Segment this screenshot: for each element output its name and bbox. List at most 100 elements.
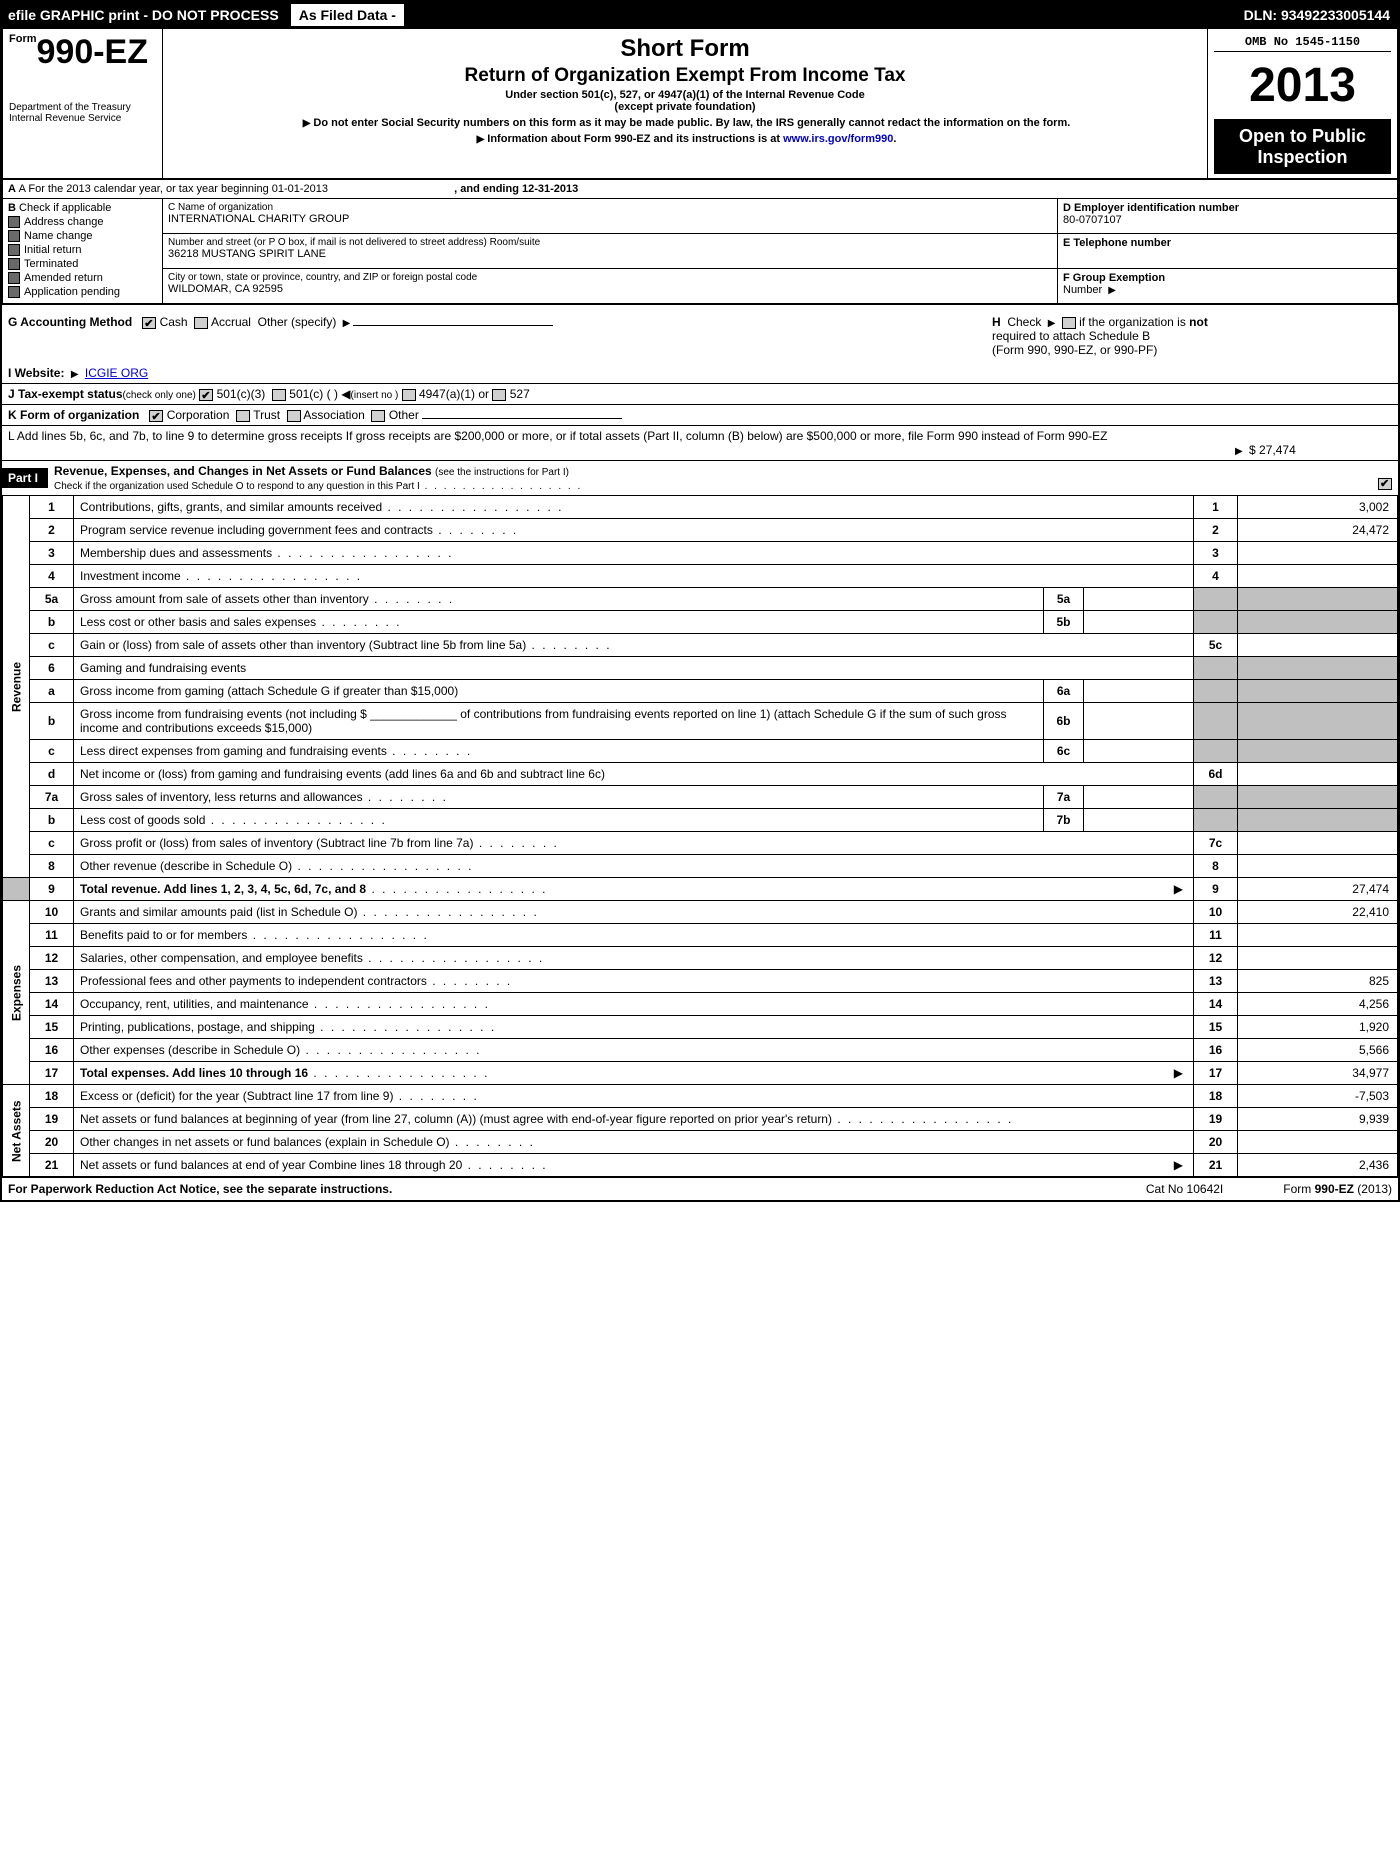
l-text: L Add lines 5b, 6c, and 7b, to line 9 to… <box>8 429 1232 457</box>
line-num: 15 <box>30 1016 74 1039</box>
l15d: Printing, publications, postage, and shi… <box>80 1020 315 1034</box>
line-num: 1 <box>30 496 74 519</box>
l16d: Other expenses (describe in Schedule O) <box>80 1043 300 1057</box>
other-label: Other (specify) <box>258 315 337 329</box>
d-label: D Employer identification number <box>1063 202 1239 214</box>
part1-title-wrap: Revenue, Expenses, and Changes in Net As… <box>48 461 1398 495</box>
line-num: 20 <box>30 1131 74 1154</box>
line-val <box>1238 947 1398 970</box>
header-table: Form990-EZ Department of the Treasury In… <box>2 28 1398 179</box>
chk-amended[interactable]: Amended return <box>8 272 157 284</box>
line-num: 18 <box>30 1085 74 1108</box>
i-label: I Website: <box>8 366 64 380</box>
line-desc: Contributions, gifts, grants, and simila… <box>74 496 1194 519</box>
line-val: 4,256 <box>1238 993 1398 1016</box>
line-num: c <box>30 634 74 657</box>
line-desc: Total revenue. Add lines 1, 2, 3, 4, 5c,… <box>74 878 1194 901</box>
omb-no: OMB No 1545-1150 <box>1214 33 1391 52</box>
chk-address[interactable]: Address change <box>8 216 157 228</box>
gray-cell <box>1194 740 1238 763</box>
footer: For Paperwork Reduction Act Notice, see … <box>2 1177 1398 1200</box>
dept-label: Department of the Treasury <box>9 102 156 113</box>
line-num: c <box>30 740 74 763</box>
sub-val <box>1084 809 1194 832</box>
gray-cell <box>1238 588 1398 611</box>
line-num: 16 <box>30 1039 74 1062</box>
title: Short Form <box>169 35 1201 63</box>
chk-527[interactable] <box>492 389 506 401</box>
l20d: Other changes in net assets or fund bala… <box>80 1135 450 1149</box>
line-rnum: 14 <box>1194 993 1238 1016</box>
footer-right: Form 990-EZ (2013) <box>1283 1182 1392 1196</box>
chk-corp[interactable] <box>149 410 163 422</box>
b-head: Check if applicable <box>19 202 111 214</box>
chk-other[interactable] <box>371 410 385 422</box>
line-desc: Benefits paid to or for members <box>74 924 1194 947</box>
line-val: 22,410 <box>1238 901 1398 924</box>
l7bd: Less cost of goods sold <box>80 813 205 827</box>
arrow-icon <box>474 133 488 145</box>
chk-trust[interactable] <box>236 410 250 422</box>
l-row: L Add lines 5b, 6c, and 7b, to line 9 to… <box>2 425 1398 460</box>
website-link[interactable]: ICGIE ORG <box>85 366 148 380</box>
l2d: Program service revenue including govern… <box>80 523 433 537</box>
l18d: Excess or (deficit) for the year (Subtra… <box>80 1089 393 1103</box>
line-num: 5a <box>30 588 74 611</box>
arrow-icon <box>340 315 354 329</box>
arrow-icon <box>1174 1066 1183 1080</box>
j-c: 4947(a)(1) or <box>419 387 489 401</box>
line-desc: Occupancy, rent, utilities, and maintena… <box>74 993 1194 1016</box>
efile-label: efile GRAPHIC print - DO NOT PROCESS <box>2 3 285 27</box>
chk-pending[interactable]: Application pending <box>8 286 157 298</box>
arrow-icon <box>1174 1158 1183 1172</box>
chk-assoc[interactable] <box>287 410 301 422</box>
chk-501c3[interactable] <box>199 389 213 401</box>
chk-4947[interactable] <box>402 389 416 401</box>
l1d: Contributions, gifts, grants, and simila… <box>80 500 382 514</box>
chk-accrual[interactable] <box>194 317 208 329</box>
g-label: G Accounting Method <box>8 315 132 329</box>
arrow-icon <box>1105 284 1119 296</box>
line-rnum: 17 <box>1194 1062 1238 1085</box>
line-num: 17 <box>30 1062 74 1085</box>
chk-terminated[interactable]: Terminated <box>8 258 157 270</box>
gray-cell <box>1238 740 1398 763</box>
fr-b: 990-EZ <box>1315 1182 1354 1196</box>
k-trust: Trust <box>253 408 280 422</box>
chk-cash[interactable] <box>142 317 156 329</box>
line-num: 2 <box>30 519 74 542</box>
line-val <box>1238 565 1398 588</box>
chk-schedo[interactable] <box>1378 478 1392 490</box>
line-rnum: 2 <box>1194 519 1238 542</box>
irs-link[interactable]: www.irs.gov/form990 <box>783 133 893 145</box>
l19d: Net assets or fund balances at beginning… <box>80 1112 832 1126</box>
line-num: 12 <box>30 947 74 970</box>
gray-cell <box>1194 611 1238 634</box>
fr-post: (2013) <box>1354 1182 1392 1196</box>
sub-val <box>1084 611 1194 634</box>
l4d: Investment income <box>80 569 181 583</box>
main-grid: Revenue 1 Contributions, gifts, grants, … <box>2 495 1398 1177</box>
gray-cell <box>1194 786 1238 809</box>
l12d: Salaries, other compensation, and employ… <box>80 951 363 965</box>
sub-val <box>1084 680 1194 703</box>
footer-center: Cat No 10642I <box>1086 1182 1283 1196</box>
chk-initial[interactable]: Initial return <box>8 244 157 256</box>
i-row: I Website: ICGIE ORG <box>2 363 1398 383</box>
info-block: A A For the 2013 calendar year, or tax y… <box>2 179 1398 304</box>
chk-name[interactable]: Name change <box>8 230 157 242</box>
gray-cell <box>1238 703 1398 740</box>
h-not: not <box>1189 315 1208 329</box>
side-revenue: Revenue <box>3 496 30 878</box>
l6d: Gaming and fundraising events <box>74 657 1194 680</box>
gray-cell <box>1194 657 1238 680</box>
l3d: Membership dues and assessments <box>80 546 272 560</box>
checkbox-icon <box>8 286 20 298</box>
f-label: F Group Exemption <box>1063 272 1165 284</box>
form-number: Form990-EZ <box>9 33 156 72</box>
f-label2: Number <box>1063 284 1102 296</box>
line-desc: Grants and similar amounts paid (list in… <box>74 901 1194 924</box>
chk-h[interactable] <box>1062 317 1076 329</box>
chk-501c[interactable] <box>272 389 286 401</box>
asfiled-box: As Filed Data - <box>289 2 406 28</box>
